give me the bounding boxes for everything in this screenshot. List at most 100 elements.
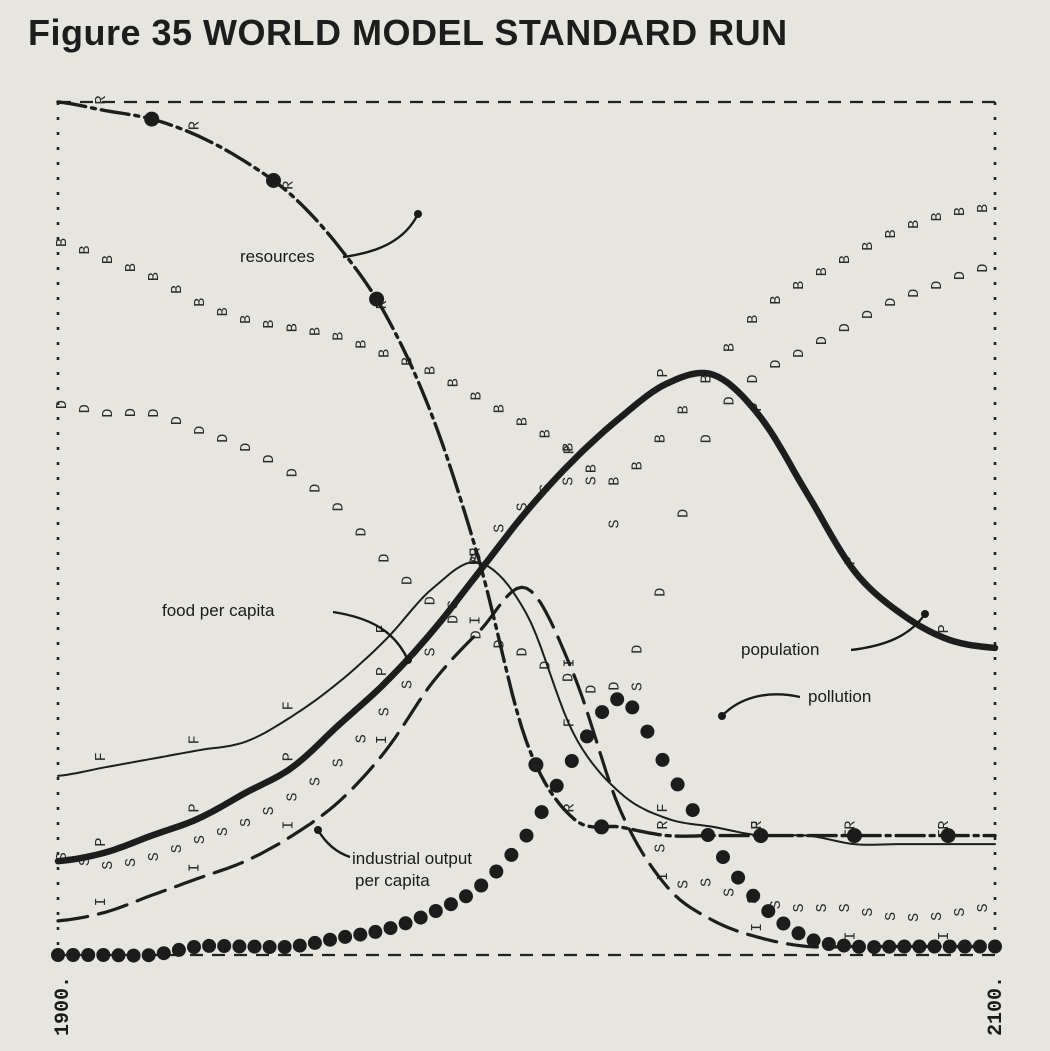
series-symbol-b-glyph: B bbox=[238, 315, 255, 324]
series-food-per-capita-glyph: F bbox=[749, 821, 766, 830]
series-symbol-s-glyph: S bbox=[791, 903, 808, 912]
series-symbol-b-glyph: B bbox=[584, 464, 601, 473]
series-pollution-dot bbox=[202, 938, 217, 953]
series-symbol-d-glyph: D bbox=[353, 527, 370, 536]
series-pollution-dot bbox=[111, 948, 126, 963]
series-resources-glyph: R bbox=[374, 300, 391, 309]
series-symbol-s-glyph: S bbox=[100, 861, 117, 870]
series-symbol-b-glyph: B bbox=[169, 285, 186, 294]
series-pollution-dot bbox=[292, 938, 307, 953]
series-population-glyph: P bbox=[842, 556, 859, 565]
series-symbol-s-glyph: S bbox=[215, 827, 232, 836]
series-industrial-output-per-capita-glyph: I bbox=[93, 897, 110, 906]
series-symbol-d-glyph: D bbox=[54, 400, 71, 409]
series-pollution-dot bbox=[700, 828, 715, 842]
series-resources-glyph: R bbox=[561, 803, 578, 812]
series-industrial-output-per-capita-glyph: I bbox=[374, 735, 391, 744]
series-population-glyph: P bbox=[374, 667, 391, 676]
series-symbol-b-glyph: B bbox=[607, 477, 624, 486]
series-resources-marker bbox=[144, 111, 160, 127]
series-symbol-d-glyph: D bbox=[561, 673, 578, 682]
series-pollution-dot bbox=[746, 888, 761, 903]
series-resources-glyph: R bbox=[749, 821, 766, 830]
series-pollution-dot bbox=[761, 904, 776, 919]
series-pollution-dot bbox=[670, 777, 685, 792]
series-symbol-b-glyph: B bbox=[699, 374, 716, 383]
series-symbol-d-glyph: D bbox=[975, 264, 992, 273]
series-symbol-b-glyph: B bbox=[468, 391, 485, 400]
series-symbol-b-glyph: B bbox=[883, 229, 900, 238]
series-pollution-dot bbox=[655, 752, 670, 767]
series-symbol-b-glyph: B bbox=[860, 242, 877, 251]
series-symbol-b-glyph: B bbox=[284, 323, 301, 332]
series-pollution-dot bbox=[625, 700, 640, 715]
series-pollution-dot bbox=[413, 910, 428, 925]
series-pollution-dot bbox=[942, 939, 957, 954]
arrow-resources-head bbox=[414, 210, 422, 218]
series-symbol-s-glyph: S bbox=[238, 818, 255, 827]
series-pollution-dot bbox=[277, 940, 292, 954]
series-symbol-b-glyph: B bbox=[492, 404, 509, 413]
series-symbol-b-glyph: B bbox=[54, 238, 71, 247]
series-population-glyph: P bbox=[749, 403, 766, 412]
series-symbol-s-glyph: S bbox=[492, 524, 509, 533]
series-symbol-d-glyph: D bbox=[192, 426, 209, 435]
x-tick-label-start: 1900. bbox=[52, 976, 75, 1036]
series-symbol-s-glyph: S bbox=[515, 502, 532, 511]
series-population-glyph: P bbox=[280, 752, 297, 761]
series-symbol-d-glyph: D bbox=[399, 576, 416, 585]
series-pollution-dot bbox=[610, 692, 625, 707]
series-symbol-d-glyph: D bbox=[468, 630, 485, 639]
series-symbol-d-glyph: D bbox=[929, 281, 946, 290]
series-symbol-s-glyph: S bbox=[929, 912, 946, 921]
plot-frame bbox=[56, 100, 997, 957]
series-industrial-output-per-capita-glyph: I bbox=[749, 923, 766, 932]
series-symbol-d-glyph: D bbox=[146, 409, 163, 418]
series-symbol-s-glyph: S bbox=[376, 707, 393, 716]
arrow-food-per-capita bbox=[332, 610, 410, 661]
series-pollution-dot bbox=[806, 933, 821, 948]
series-industrial-output-per-capita-line bbox=[56, 585, 997, 949]
series-population-glyph: P bbox=[187, 803, 204, 812]
series-layer bbox=[54, 100, 999, 949]
series-symbol-s-glyph: S bbox=[952, 908, 969, 917]
series-resources-line bbox=[56, 100, 997, 838]
series-symbol-b-glyph: B bbox=[906, 220, 923, 229]
series-pollution-dot bbox=[247, 939, 262, 954]
series-food-per-capita-glyph: F bbox=[655, 803, 672, 812]
series-symbol-s-glyph: S bbox=[814, 903, 831, 912]
arrow-resources bbox=[342, 213, 420, 259]
series-food-per-capita-glyph: F bbox=[93, 752, 110, 761]
series-pollution-dot bbox=[504, 847, 519, 862]
series-resources-glyph: R bbox=[93, 95, 110, 104]
series-population-glyph: P bbox=[561, 445, 578, 454]
series-symbol-s-glyph: S bbox=[630, 682, 647, 691]
series-pollution-dot bbox=[171, 942, 186, 957]
series-symbol-b-glyph: B bbox=[952, 207, 969, 216]
series-symbol-s-glyph: S bbox=[722, 888, 739, 897]
series-pollution-dot bbox=[398, 916, 413, 931]
series-symbol-b-glyph: B bbox=[791, 281, 808, 290]
series-symbol-d-glyph: D bbox=[307, 484, 324, 493]
series-pollution-dot bbox=[564, 754, 579, 768]
series-pollution-dot bbox=[156, 946, 171, 961]
annotation-population: population bbox=[741, 640, 819, 659]
series-pollution-dot bbox=[897, 939, 912, 954]
annotation-pollution: pollution bbox=[808, 687, 871, 706]
series-symbol-b-glyph: B bbox=[630, 461, 647, 470]
series-symbol-s-glyph: S bbox=[123, 858, 140, 867]
series-pollution-dot bbox=[988, 939, 1002, 954]
series-symbol-s-glyph: S bbox=[169, 844, 186, 853]
series-industrial-output-per-capita-glyph: I bbox=[936, 931, 953, 940]
series-symbol-s-glyph: S bbox=[261, 806, 278, 815]
series-symbol-s-glyph: S bbox=[883, 912, 900, 921]
series-food-per-capita-line bbox=[57, 560, 996, 846]
series-pollution-dot bbox=[776, 916, 791, 931]
x-axis-ticks: 1900. 2100. bbox=[52, 976, 1008, 1036]
series-pollution-dot bbox=[731, 870, 746, 885]
series-symbol-b-glyph: B bbox=[745, 315, 762, 324]
series-symbol-d-glyph: D bbox=[814, 336, 831, 345]
series-symbol-d-glyph: D bbox=[261, 454, 278, 463]
series-symbol-d-glyph: D bbox=[123, 408, 140, 417]
